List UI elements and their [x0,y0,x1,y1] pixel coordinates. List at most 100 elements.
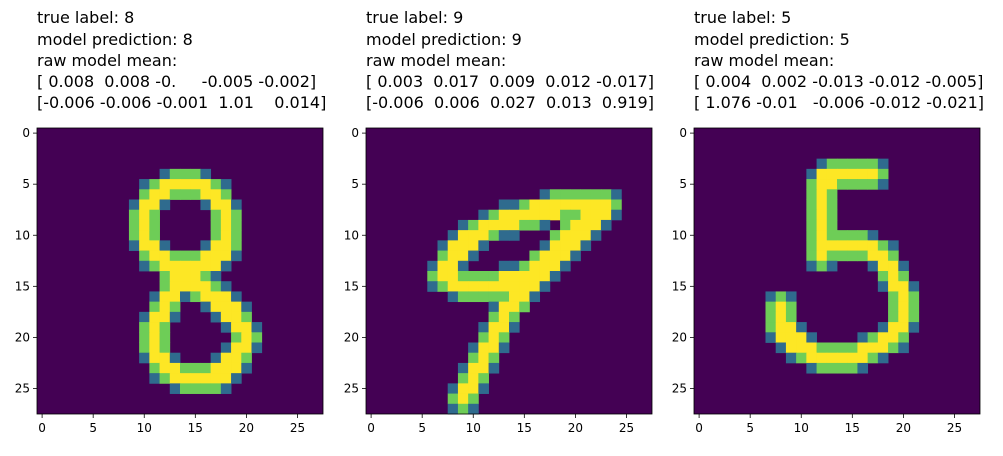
panel-1-pixel-cell [139,209,150,221]
panel-2-pixel-cell [519,281,530,292]
panel-2-title-line-2: model prediction: 9 [366,30,522,49]
panel-2-y-tick-label: 15 [344,279,359,293]
panel-2-pixel-cell [437,281,449,292]
panel-2-pixel-cell [570,250,581,262]
panel-1-pixel-cell [200,281,212,292]
panel-3-pixel-cell [775,322,787,333]
panel-2-x-tick-label: 10 [466,421,481,435]
panel-1-pixel-cell [210,260,222,272]
panel-2-pixel-cell [468,373,479,384]
panel-1-pixel-cell [220,383,232,394]
panel-1-pixel-cell [220,240,232,251]
panel-3-pixel-cell [816,219,828,231]
panel-1-heatmap-cells [37,128,323,414]
panel-2-pixel-cell [478,383,489,394]
panel-3-pixel-cell [837,179,848,190]
panel-3-pixel-cell [857,250,869,262]
panel-1-pixel-cell [180,168,191,180]
panel-3-pixel-cell [908,311,920,323]
panel-2-pixel-cell [509,260,520,272]
panel-2-pixel-cell [590,219,602,231]
panel-1-pixel-cell [210,352,222,364]
panel-1-title-line-1: true label: 8 [37,8,134,27]
panel-3-pixel-cell [857,342,869,354]
panel-1-pixel-cell [159,281,171,292]
panel-1-pixel-cell [200,301,212,313]
panel-1-pixel-cell [149,362,160,374]
panel-1-pixel-cell [231,373,242,384]
panel-3-pixel-cell [888,322,899,333]
panel-2-pixel-cell [447,291,459,303]
panel-1-pixel-cell [200,199,212,211]
panel-3-pixel-cell [867,240,879,251]
panel-1-pixel-cell [149,322,160,333]
panel-2-axes: 0 5 10 15 20 25 0 5 10 15 20 25 [344,126,653,435]
panel-1-pixel-cell [128,199,140,211]
panel-1-pixel-cell [169,250,181,262]
panel-1-pixel-cell [169,362,181,374]
panel-2-pixel-cell [447,260,459,272]
panel-1-pixel-cell [169,311,181,323]
panel-1-pixel-cell [220,230,232,241]
panel-2-pixel-cell [529,250,541,262]
panel-1-pixel-cell [169,383,181,394]
panel-3-pixel-cell [867,342,879,354]
panel-2-pixel-cell [457,230,469,241]
panel-3-pixel-cell [785,301,797,313]
panel-3-pixel-cell [877,158,889,170]
panel-3-pixel-cell [806,240,817,251]
panel-2-pixel-cell [509,322,520,333]
panel-3-pixel-cell [867,352,879,364]
panel-3-pixel-cell [816,209,828,221]
panel-1-pixel-cell [190,291,201,303]
panel-3-pixel-cell [847,352,858,364]
panel-1-pixel-cell [210,301,222,313]
panel-2-pixel-cell [488,281,500,292]
panel-3-pixel-cell [806,189,817,200]
panel-2-pixel-cell [468,393,479,405]
panel-3-pixel-cell [867,168,879,180]
panel-1-pixel-cell [159,168,171,180]
panel-1-pixel-cell [190,179,201,190]
panel-2-pixel-cell [427,271,438,282]
panel-2-pixel-cell [478,219,489,231]
panel-1-pixel-cell [220,342,232,354]
panel-2-pixel-cell [529,209,541,221]
panel-1-pixel-cell [220,352,232,364]
panel-2-pixel-cell [478,281,489,292]
panel-2-pixel-cell [570,199,581,211]
panel-2-pixel-cell [447,271,459,282]
panel-1-pixel-cell [180,271,191,282]
panel-1-y-tick-label: 15 [15,279,30,293]
panel-1-x-tick-label: 10 [137,421,152,435]
panel-1-pixel-cell [241,301,252,313]
panel-3-pixel-cell [826,342,838,354]
panel-1-pixel-cell [200,291,212,303]
panel-2-pixel-cell [468,230,479,241]
panel-2-pixel-cell [509,209,520,221]
panel-2-pixel-cell [549,199,561,211]
panel-3-pixel-cell [847,158,858,170]
panel-3-title-line-3: raw model mean: [694,51,834,70]
panel-1-pixel-cell [220,373,232,384]
panel-2-pixel-cell [488,271,500,282]
panel-2-pixel-cell [570,240,581,251]
panel-3-pixel-cell [877,179,889,190]
panel-2-x-tick-label: 5 [418,421,426,435]
panel-3-pixel-cell [847,362,858,374]
panel-3-pixel-cell [806,230,817,241]
panel-3-pixel-cell [877,352,889,364]
panel-1-pixel-cell [210,291,222,303]
panel-3-y-tick-label: 25 [672,381,687,395]
panel-1-pixel-cell [128,230,140,241]
panel-1-pixel-cell [139,179,150,190]
panel-1-pixel-cell [169,281,181,292]
panel-3-pixel-cell [816,240,828,251]
panel-1-x-tick-label: 0 [38,421,46,435]
panel-1-pixel-cell [220,281,232,292]
panel-1-pixel-cell [149,260,160,272]
panel-1-pixel-cell [159,291,171,303]
panel-2-pixel-cell [468,250,479,262]
panel-2-pixel-cell [498,301,510,313]
panel-2: true label: 9 model prediction: 9 raw mo… [344,8,654,435]
